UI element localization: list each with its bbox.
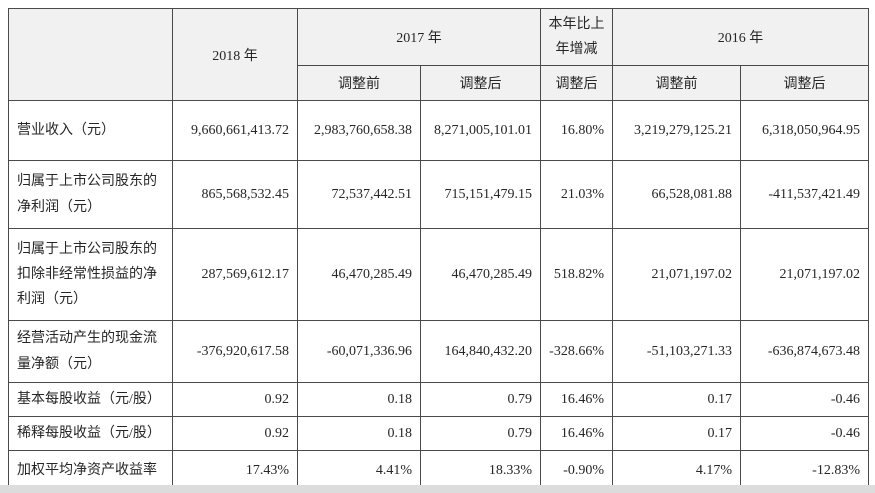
bottom-edge-strip bbox=[0, 485, 875, 493]
header-row-years: 2018 年 2017 年 本年比上年增减 2016 年 bbox=[8, 8, 869, 101]
table-row-net-profit-excl-nonrecurring: 归属于上市公司股东的扣除非经常性损益的净利润（元） 287,569,612.17… bbox=[8, 228, 869, 321]
table-row-weighted-avg-roe: 加权平均净资产收益率 17.43% 4.41% 18.33% -0.90% 4.… bbox=[8, 450, 869, 492]
cell-2017-after: 164,840,432.20 bbox=[420, 320, 541, 383]
cell-2018: -376,920,617.58 bbox=[172, 320, 298, 383]
header-year-2016: 2016 年 bbox=[612, 8, 869, 66]
cell-2018: 0.92 bbox=[172, 416, 298, 452]
row-label: 加权平均净资产收益率 bbox=[8, 450, 173, 492]
row-label: 稀释每股收益（元/股） bbox=[8, 416, 173, 452]
cell-2018: 287,569,612.17 bbox=[172, 228, 298, 321]
cell-change: 16.46% bbox=[540, 416, 613, 452]
header-row-adjustments: 调整前 调整后 调整后 调整前 调整后 bbox=[9, 65, 869, 101]
cell-2018: 9,660,661,413.72 bbox=[172, 100, 298, 161]
subheader-change-after: 调整后 bbox=[540, 65, 613, 101]
row-label: 归属于上市公司股东的净利润（元） bbox=[8, 160, 173, 229]
table-row-operating-cash-flow: 经营活动产生的现金流量净额（元） -376,920,617.58 -60,071… bbox=[8, 320, 869, 383]
cell-2016-before: 0.17 bbox=[612, 381, 741, 418]
corner-cell bbox=[8, 8, 173, 101]
cell-2016-after: 6,318,050,964.95 bbox=[740, 100, 869, 161]
cell-2016-before: 0.17 bbox=[612, 416, 741, 452]
cell-change: 518.82% bbox=[540, 228, 613, 321]
cell-2018: 865,568,532.45 bbox=[172, 160, 298, 229]
cell-2017-after: 0.79 bbox=[420, 416, 541, 452]
cell-2017-after: 46,470,285.49 bbox=[420, 228, 541, 321]
cell-2016-after: -411,537,421.49 bbox=[740, 160, 869, 229]
row-label: 营业收入（元） bbox=[8, 100, 173, 161]
cell-2016-before: -51,103,271.33 bbox=[612, 320, 741, 383]
cell-2016-before: 3,219,279,125.21 bbox=[612, 100, 741, 161]
cell-2016-after: 21,071,197.02 bbox=[740, 228, 869, 321]
cell-2016-after: -12.83% bbox=[740, 450, 869, 492]
cell-change: 16.80% bbox=[540, 100, 613, 161]
cell-2018: 17.43% bbox=[172, 450, 298, 492]
table-row-basic-eps: 基本每股收益（元/股） 0.92 0.18 0.79 16.46% 0.17 -… bbox=[8, 381, 869, 418]
cell-2016-after: -0.46 bbox=[740, 416, 869, 452]
subheader-2016-before: 调整前 bbox=[612, 65, 741, 101]
table-row-diluted-eps: 稀释每股收益（元/股） 0.92 0.18 0.79 16.46% 0.17 -… bbox=[8, 416, 869, 452]
cell-change: -328.66% bbox=[540, 320, 613, 383]
cell-change: 21.03% bbox=[540, 160, 613, 229]
table-row-net-profit: 归属于上市公司股东的净利润（元） 865,568,532.45 72,537,4… bbox=[8, 160, 869, 229]
cell-2017-after: 715,151,479.15 bbox=[420, 160, 541, 229]
financial-summary-table: 2018 年 2017 年 本年比上年增减 2016 年 调整前 调整后 调整后… bbox=[8, 8, 869, 492]
row-label: 基本每股收益（元/股） bbox=[8, 381, 173, 418]
cell-2017-before: -60,071,336.96 bbox=[297, 320, 421, 383]
cell-2017-before: 2,983,760,658.38 bbox=[297, 100, 421, 161]
cell-2016-after: -0.46 bbox=[740, 381, 869, 418]
row-label: 经营活动产生的现金流量净额（元） bbox=[8, 320, 173, 383]
cell-2016-before: 4.17% bbox=[612, 450, 741, 492]
cell-2017-before: 0.18 bbox=[297, 416, 421, 452]
cell-change: 16.46% bbox=[540, 381, 613, 418]
cell-2016-before: 21,071,197.02 bbox=[612, 228, 741, 321]
cell-2017-before: 72,537,442.51 bbox=[297, 160, 421, 229]
header-change: 本年比上年增减 bbox=[540, 8, 613, 66]
cell-2017-after: 8,271,005,101.01 bbox=[420, 100, 541, 161]
cell-2017-after: 18.33% bbox=[420, 450, 541, 492]
cell-2017-after: 0.79 bbox=[420, 381, 541, 418]
row-label: 归属于上市公司股东的扣除非经常性损益的净利润（元） bbox=[8, 228, 173, 321]
cell-2017-before: 46,470,285.49 bbox=[297, 228, 421, 321]
cell-2017-before: 0.18 bbox=[297, 381, 421, 418]
header-year-2018: 2018 年 bbox=[172, 8, 298, 101]
cell-2018: 0.92 bbox=[172, 381, 298, 418]
subheader-2017-after: 调整后 bbox=[420, 65, 541, 101]
subheader-2017-before: 调整前 bbox=[297, 65, 421, 101]
cell-change: -0.90% bbox=[540, 450, 613, 492]
subheader-2016-after: 调整后 bbox=[740, 65, 869, 101]
header-year-2017: 2017 年 bbox=[297, 8, 541, 66]
cell-2016-before: 66,528,081.88 bbox=[612, 160, 741, 229]
cell-2016-after: -636,874,673.48 bbox=[740, 320, 869, 383]
cell-2017-before: 4.41% bbox=[297, 450, 421, 492]
table-row-revenue: 营业收入（元） 9,660,661,413.72 2,983,760,658.3… bbox=[8, 100, 869, 161]
